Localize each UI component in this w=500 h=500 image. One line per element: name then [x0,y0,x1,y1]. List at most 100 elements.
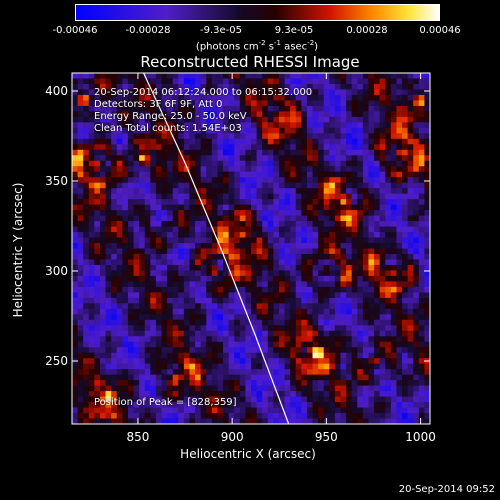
heatmap-cell [189,264,196,271]
heatmap-cell [189,385,196,392]
heatmap-cell [340,226,347,233]
heatmap-cell [234,369,241,376]
heatmap-cell [83,402,90,408]
heatmap-cell [195,275,202,282]
heatmap-cell [234,385,241,392]
heatmap-cell [155,253,162,260]
heatmap-cell [312,374,319,381]
heatmap-cell [390,155,397,162]
heatmap-cell [251,144,257,151]
heatmap-cell [402,78,409,85]
heatmap-cell [105,264,112,271]
heatmap-cell [105,292,112,299]
heatmap-cell [278,347,285,354]
heatmap-cell [150,292,157,299]
heatmap-cell [306,347,313,354]
heatmap-cell [116,270,123,277]
heatmap-cell [312,380,319,387]
heatmap-cell [206,369,213,376]
heatmap-cell [111,127,118,134]
heatmap-cell [94,402,101,408]
heatmap-cell [295,155,302,162]
heatmap-cell [323,308,330,315]
heatmap-cell [340,210,347,216]
heatmap-cell [334,418,341,425]
heatmap-cell [290,319,297,326]
heatmap-cell [127,127,134,134]
heatmap-cell [418,78,425,85]
heatmap-cell [99,237,106,244]
heatmap-cell [200,155,207,162]
heatmap-cell [340,232,347,238]
heatmap-cell [144,380,151,387]
heatmap-cell [340,182,347,189]
heatmap-cell [407,319,414,326]
heatmap-cell [368,396,375,403]
heatmap-cell [150,330,157,337]
heatmap-cell [245,297,252,304]
heatmap-cell [178,413,185,419]
heatmap-cell [83,270,90,277]
heatmap-cell [424,73,431,79]
heatmap-cell [133,210,140,216]
heatmap-cell [161,204,168,211]
heatmap-cell [99,270,106,277]
heatmap-cell [105,325,112,332]
heatmap-cell [306,358,313,365]
heatmap-cell [116,396,123,403]
heatmap-cell [362,100,369,107]
heatmap-cell [223,127,230,134]
heatmap-cell [172,308,179,315]
heatmap-cell [228,78,235,85]
heatmap-cell [127,73,134,79]
heatmap-cell [273,215,280,222]
heatmap-cell [334,215,341,222]
heatmap-cell [368,199,375,206]
heatmap-cell [217,259,224,266]
heatmap-cell [396,248,403,255]
heatmap-cell [385,303,392,310]
heatmap-cell [278,286,285,293]
heatmap-cell [368,358,375,365]
heatmap-cell [122,138,129,145]
heatmap-cell [301,133,308,140]
heatmap-cell [211,78,218,85]
heatmap-cell [374,259,381,266]
heatmap-cell [273,182,280,189]
heatmap-cell [407,177,414,184]
heatmap-cell [357,78,364,85]
heatmap-cell [329,396,336,403]
heatmap-cell [77,281,84,288]
heatmap-cell [183,374,190,381]
heatmap-cell [379,248,386,255]
heatmap-cell [351,286,358,293]
heatmap-cell [217,369,224,376]
heatmap-cell [195,281,202,288]
heatmap-cell [318,188,325,195]
heatmap-cell [267,149,274,156]
heatmap-cell [351,418,358,425]
heatmap-cell [239,380,246,387]
heatmap-cell [262,363,269,370]
heatmap-cell [167,347,174,354]
heatmap-cell [396,204,403,211]
x-axis-label: Heliocentric X (arcsec) [180,447,316,461]
heatmap-cell [172,286,179,293]
heatmap-cell [273,325,280,332]
heatmap-cell [127,122,134,129]
heatmap-cell [306,319,313,326]
heatmap-cell [357,166,364,173]
heatmap-cell [155,171,162,178]
heatmap-cell [402,127,409,134]
heatmap-cell [228,111,235,118]
heatmap-cell [284,182,291,189]
heatmap-cell [217,171,224,178]
heatmap-cell [362,122,369,129]
heatmap-cell [413,226,420,233]
heatmap-cell [150,111,157,118]
heatmap-cell [195,330,202,337]
heatmap-cell [195,237,202,244]
colorbar-tick-label: -0.00046 [52,25,98,36]
heatmap-cell [267,122,274,129]
heatmap-cell [278,407,285,414]
